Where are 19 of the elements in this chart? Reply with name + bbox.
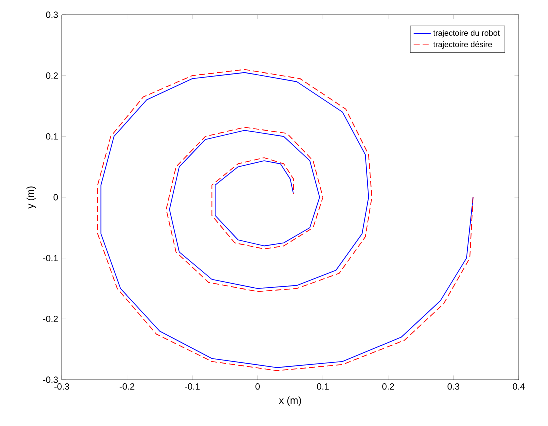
y-tick-label: -0.1	[43, 255, 58, 262]
x-tick-label: -0.2	[120, 384, 135, 390]
y-tick-label: 0.1	[46, 133, 58, 140]
y-tick-label: 0	[54, 194, 58, 201]
y-axis-title: y (m)	[26, 186, 36, 209]
legend-label: trajectoire désire	[434, 41, 492, 50]
x-tick-label: 0.4	[513, 384, 525, 390]
y-tick-label: -0.3	[43, 376, 58, 384]
x-tick-label: 0.1	[317, 384, 329, 390]
y-tick-label: 0.2	[46, 72, 58, 80]
x-tick-label: 0	[256, 384, 260, 390]
x-tick-label: 0.3	[448, 384, 460, 390]
y-tick-label: -0.2	[43, 316, 58, 322]
x-tick-label: 0.2	[382, 384, 394, 390]
x-tick-label: -0.1	[185, 384, 200, 390]
x-axis-title: x (m)	[279, 396, 302, 406]
x-tick-label: -0.3	[54, 384, 70, 390]
legend-label: trajectoire du robot	[434, 30, 500, 38]
y-tick-label: 0.3	[46, 12, 58, 18]
